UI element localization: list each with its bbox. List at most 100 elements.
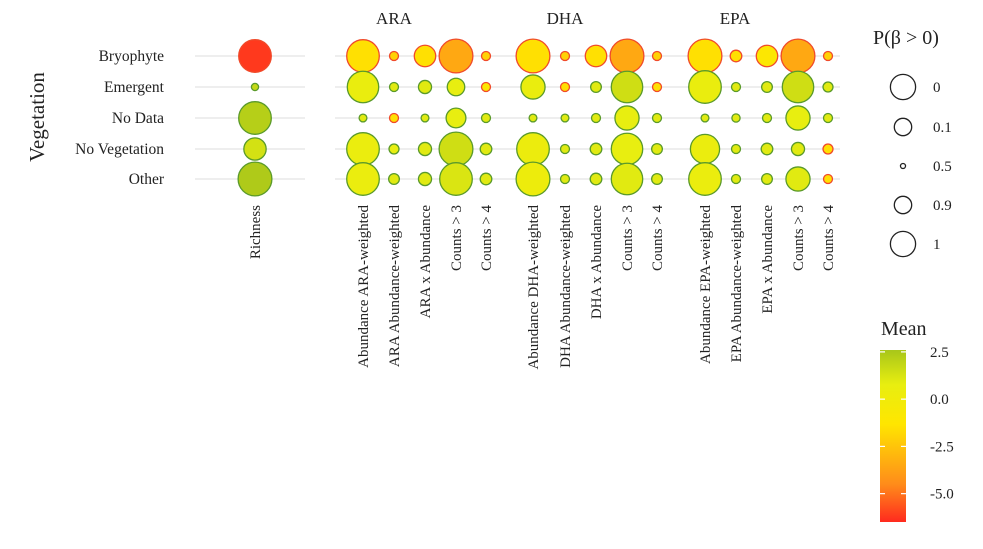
bubble (446, 77, 466, 97)
bubble (755, 44, 779, 68)
bubble (559, 50, 571, 62)
column-label: Counts > 3 (620, 205, 636, 271)
bubble-richness (250, 82, 260, 92)
bubble (417, 171, 433, 187)
bubble (730, 173, 742, 185)
size-legend-key (893, 117, 913, 137)
column-label: ARA Abundance-weighted (387, 205, 403, 368)
bubble (438, 131, 474, 167)
row-label: No Data (112, 110, 164, 127)
size-legend-label: 0.5 (933, 159, 952, 175)
bubble (417, 141, 433, 157)
bubble (559, 81, 571, 93)
column-label: Abundance EPA-weighted (698, 205, 714, 364)
panel-title: ARA (376, 9, 413, 28)
row-gridlines (195, 55, 840, 180)
bubble (480, 112, 492, 124)
bubble (700, 113, 710, 123)
column-label: DHA x Abundance (589, 205, 605, 319)
size-legend-title: P(β > 0) (873, 27, 939, 49)
bubble (785, 105, 811, 131)
column-label: Counts > 3 (449, 205, 465, 271)
bubble (729, 49, 743, 63)
bubble (760, 142, 774, 156)
panel-title: DHA (547, 9, 585, 28)
bubble (388, 143, 400, 155)
size-legend-label: 0 (933, 80, 941, 96)
bubble (730, 143, 742, 155)
color-legend-label: 2.5 (930, 345, 949, 361)
color-legend-label: 0.0 (930, 392, 949, 408)
bubble (559, 173, 571, 185)
bubble-richness (243, 137, 267, 161)
bubble (822, 173, 834, 185)
bubble (589, 80, 603, 94)
bubble (516, 132, 550, 166)
bubble (760, 80, 774, 94)
column-label: Abundance DHA-weighted (526, 205, 542, 370)
bubble (559, 143, 571, 155)
column-label: DHA Abundance-weighted (558, 205, 574, 368)
size-legend-label: 0.9 (933, 198, 952, 214)
bubble (520, 74, 546, 100)
bubble (480, 81, 492, 93)
column-label: EPA Abundance-weighted (729, 205, 745, 363)
bubble (346, 132, 380, 166)
bubble (822, 81, 834, 93)
bubble (822, 143, 834, 155)
column-label: Richness (248, 205, 264, 259)
bubble (822, 50, 834, 62)
color-legend-label: -2.5 (930, 439, 954, 455)
bubble (790, 141, 806, 157)
column-label: Counts > 4 (821, 205, 837, 271)
size-legend-key (893, 195, 913, 215)
bubble (388, 81, 400, 93)
size-legend-key (889, 73, 917, 101)
bubble-richness (238, 101, 272, 135)
bubble (590, 112, 602, 124)
bubble (589, 172, 603, 186)
bubble (689, 133, 721, 165)
column-label: Abundance ARA-weighted (356, 205, 372, 368)
size-legend-label: 1 (933, 237, 941, 253)
bubble (480, 50, 492, 62)
bubble (584, 44, 608, 68)
bubble (515, 161, 551, 197)
bubble (388, 50, 400, 62)
bubble (413, 44, 437, 68)
column-label: ARA x Abundance (418, 205, 434, 319)
bubble (614, 105, 640, 131)
bubble (609, 38, 645, 74)
bubble (438, 38, 474, 74)
bubble (439, 162, 473, 196)
row-label: Emergent (104, 79, 165, 96)
bubble (445, 107, 467, 129)
bubble (688, 162, 722, 196)
bubble (760, 172, 774, 186)
bubble (388, 112, 400, 124)
row-label: Bryophyte (99, 48, 165, 65)
bubble (560, 113, 570, 123)
bubble (417, 79, 433, 95)
plot-area (237, 38, 834, 197)
bubble (346, 39, 380, 73)
bubble (479, 172, 493, 186)
bubble (528, 113, 538, 123)
bubble (785, 166, 811, 192)
bubble (420, 113, 430, 123)
panel-title: EPA (720, 9, 751, 28)
y-axis-title: Vegetation (25, 72, 49, 162)
size-legend-key (899, 162, 907, 170)
bubble (822, 112, 834, 124)
row-label: Other (129, 171, 165, 188)
row-label: No Vegetation (75, 141, 164, 158)
bubble (780, 38, 816, 74)
bubble (651, 50, 663, 62)
bubble (589, 142, 603, 156)
bubble (610, 132, 644, 166)
bubble (610, 70, 644, 104)
bubble (730, 81, 742, 93)
bubble (650, 172, 664, 186)
